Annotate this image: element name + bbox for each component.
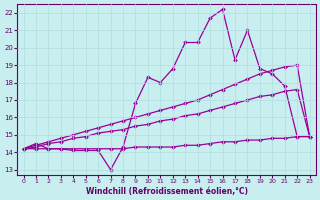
X-axis label: Windchill (Refroidissement éolien,°C): Windchill (Refroidissement éolien,°C) xyxy=(85,187,248,196)
